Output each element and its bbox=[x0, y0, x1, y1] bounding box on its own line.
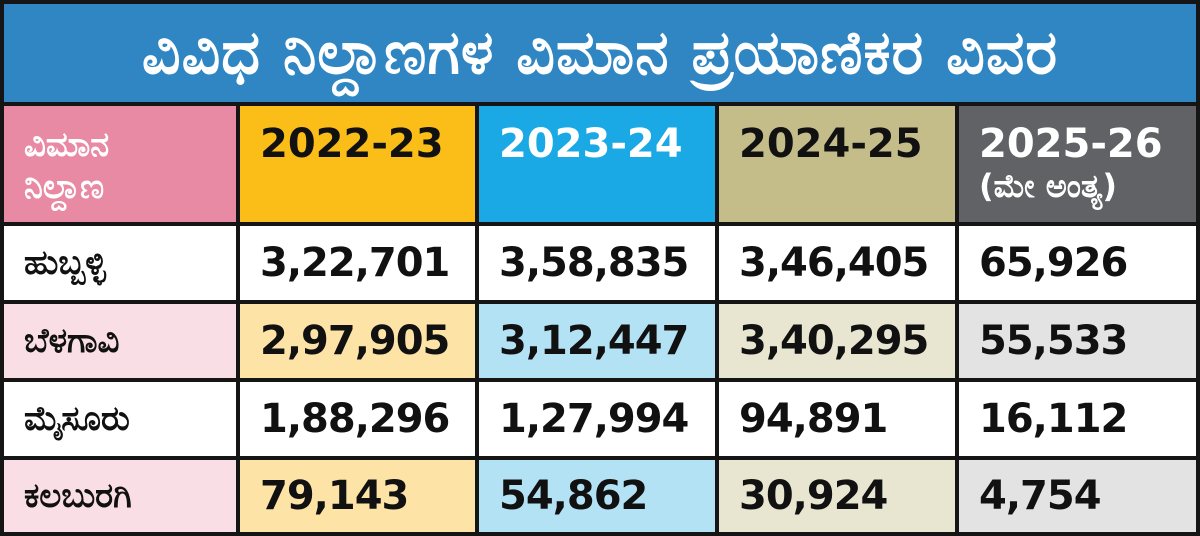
table-row-airport: ಕಲಬುರಗಿ bbox=[4, 460, 236, 532]
table-cell: 4,754 bbox=[959, 460, 1196, 532]
table-cell: 3,22,701 bbox=[240, 226, 475, 300]
header-year-text: 2022-23 bbox=[260, 121, 444, 167]
table-cell: 65,926 bbox=[959, 226, 1196, 300]
table-cell: 16,112 bbox=[959, 382, 1196, 456]
table-cell: 3,46,405 bbox=[719, 226, 955, 300]
header-airport-label: ವಿಮಾನ ನಿಲ್ದಾಣ bbox=[4, 106, 236, 222]
header-airport-line2: ನಿಲ್ದಾಣ bbox=[24, 167, 105, 207]
header-year-2025-26: 2025-26 (ಮೇ ಅಂತ್ಯ) bbox=[959, 106, 1196, 222]
table-cell: 55,533 bbox=[959, 304, 1196, 378]
header-year-text: 2024-25 bbox=[739, 121, 923, 167]
header-year-text: 2025-26 bbox=[979, 121, 1163, 167]
table-cell: 1,27,994 bbox=[479, 382, 715, 456]
page-title: ವಿವಿಧ ನಿಲ್ದಾಣಗಳ ವಿಮಾನ ಪ್ರಯಾಣಿಕರ ವಿವರ bbox=[141, 18, 1059, 88]
table-cell: 94,891 bbox=[719, 382, 955, 456]
table-cell: 3,58,835 bbox=[479, 226, 715, 300]
table-cell: 30,924 bbox=[719, 460, 955, 532]
table-cell: 54,862 bbox=[479, 460, 715, 532]
title-bar: ವಿವಿಧ ನಿಲ್ದಾಣಗಳ ವಿಮಾನ ಪ್ರಯಾಣಿಕರ ವಿವರ bbox=[4, 4, 1196, 102]
header-year-2024-25: 2024-25 bbox=[719, 106, 955, 222]
header-year-2022-23: 2022-23 bbox=[240, 106, 475, 222]
passenger-table: ವಿಮಾನ ನಿಲ್ದಾಣ 2022-23 2023-24 2024-25 20… bbox=[4, 106, 1196, 532]
table-cell: 79,143 bbox=[240, 460, 475, 532]
table-row-airport: ಬೆಳಗಾವಿ bbox=[4, 304, 236, 378]
table-cell: 2,97,905 bbox=[240, 304, 475, 378]
table-cell: 3,12,447 bbox=[479, 304, 715, 378]
header-year-subtext: (ಮೇ ಅಂತ್ಯ) bbox=[979, 167, 1117, 205]
table-row-airport: ಮೈಸೂರು bbox=[4, 382, 236, 456]
table-row-airport: ಹುಬ್ಬಳ್ಳಿ bbox=[4, 226, 236, 300]
header-year-2023-24: 2023-24 bbox=[479, 106, 715, 222]
header-airport-line1: ವಿಮಾನ bbox=[24, 125, 110, 165]
table-cell: 1,88,296 bbox=[240, 382, 475, 456]
table-cell: 3,40,295 bbox=[719, 304, 955, 378]
header-year-text: 2023-24 bbox=[499, 121, 683, 167]
